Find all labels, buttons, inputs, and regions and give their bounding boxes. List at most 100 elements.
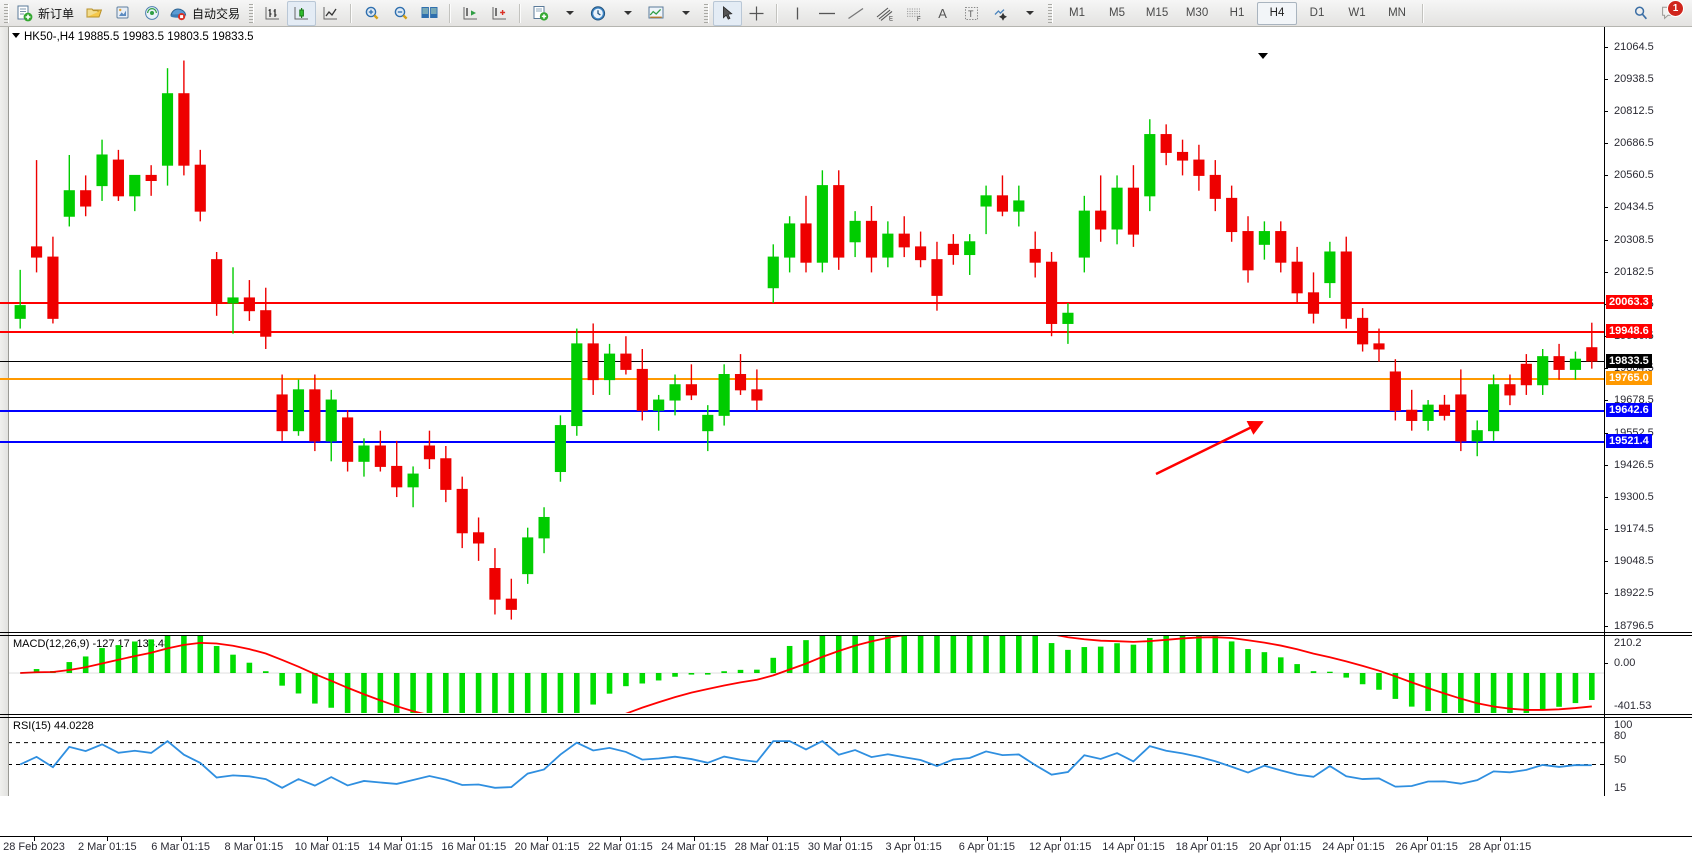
rsi-pane-rail[interactable] [0, 718, 9, 796]
rsi-tick-80: 80 [1614, 730, 1627, 742]
rsi-pane[interactable]: RSI(15) 44.0228 [8, 718, 1692, 796]
macd-pane-rail[interactable] [0, 636, 9, 713]
timeframe-mn[interactable]: MN [1388, 7, 1406, 19]
time-tick-label-12: 3 Apr 01:15 [885, 841, 942, 853]
toolbar-separator-5 [1422, 3, 1425, 23]
time-tick-mark-0 [34, 837, 35, 841]
toolbar-grip[interactable] [4, 3, 9, 23]
toolbar-grip-4[interactable] [1048, 3, 1054, 23]
price-tick-mark-17 [1604, 593, 1608, 595]
price-line-resistance-2[interactable] [0, 331, 1604, 334]
chart-area[interactable]: HK50-,H4 19885.5 19983.5 19803.5 19833.5… [0, 27, 1692, 859]
price-label-last-price[interactable]: 19833.5 [1606, 353, 1652, 368]
price-line-resistance-1[interactable] [0, 302, 1604, 305]
objects-icon [994, 8, 1008, 21]
line-chart-button[interactable] [316, 1, 345, 26]
time-tick-mark-5 [400, 837, 402, 841]
text-label-icon: T [965, 6, 979, 20]
auto-scroll-button[interactable] [456, 1, 485, 26]
time-tick-mark-15 [1133, 837, 1135, 841]
horizontal-line-button[interactable] [812, 1, 841, 26]
timeframe-m30[interactable]: M30 [1185, 7, 1209, 19]
chart-shift-icon [492, 6, 506, 19]
vertical-line-button[interactable] [783, 1, 812, 26]
alerts-button[interactable]: 1 [1655, 0, 1684, 26]
search-button[interactable] [1626, 1, 1655, 26]
indicators-dropdown[interactable] [671, 1, 700, 26]
chart-menu-caret-icon[interactable] [12, 33, 20, 38]
price-line-support-1[interactable] [0, 409, 1604, 412]
text-label-button[interactable]: T [957, 1, 986, 26]
auto-trading-button[interactable]: 自动交易 [166, 1, 245, 26]
price-line-pivot[interactable] [0, 378, 1604, 381]
price-tick-mark-6 [1604, 239, 1608, 241]
timeframe-m1[interactable]: M1 [1069, 7, 1086, 19]
text-icon: A [938, 5, 947, 21]
main-toolbar: 新订单 自动交易 [0, 0, 1692, 27]
price-label-support-2[interactable]: 19521.4 [1606, 433, 1652, 448]
time-tick-mark-13 [986, 837, 988, 841]
toolbar-grip-2[interactable] [249, 3, 255, 23]
timeframe-d1[interactable]: D1 [1309, 7, 1325, 19]
time-tick-mark-2 [180, 837, 182, 841]
time-tick-label-13: 6 Apr 01:15 [958, 841, 1016, 853]
objects-button[interactable] [986, 1, 1015, 26]
equidistant-channel-button[interactable]: E [870, 1, 899, 26]
price-label-resistance-2[interactable]: 19948.6 [1606, 324, 1652, 339]
auto-trading-label: 自动交易 [192, 6, 241, 21]
pane-divider-2b [0, 717, 1692, 718]
zoom-in-button[interactable] [357, 1, 386, 26]
svg-text:E: E [889, 16, 893, 21]
template-button[interactable] [526, 1, 555, 26]
template-dropdown[interactable] [555, 1, 584, 26]
price-tick-mark-15 [1604, 529, 1608, 531]
chevron-down-icon [623, 11, 632, 15]
period-button[interactable] [584, 1, 613, 26]
data-window-button[interactable] [415, 1, 444, 26]
text-button[interactable]: A [928, 1, 957, 26]
publish-button[interactable] [108, 1, 137, 26]
price-label-resistance-1[interactable]: 20063.3 [1606, 295, 1652, 310]
top-marker-caret-icon [1258, 53, 1268, 59]
up-arrow-annotation[interactable] [1150, 412, 1290, 482]
objects-dropdown[interactable] [1015, 1, 1044, 26]
new-order-button[interactable]: 新订单 [13, 1, 79, 26]
crosshair-button[interactable] [742, 1, 771, 26]
timeframe-h1[interactable]: H1 [1229, 7, 1245, 19]
indicators-button[interactable] [642, 1, 671, 26]
price-tick-mark-2 [1604, 110, 1608, 112]
toolbar-grip-3[interactable] [704, 3, 710, 23]
price-label-support-1[interactable]: 19642.6 [1606, 402, 1652, 417]
trendline-button[interactable] [841, 1, 870, 26]
pane-divider-2[interactable] [0, 714, 1692, 715]
price-tick-mark-4 [1604, 175, 1608, 177]
time-tick-label-20: 28 Apr 01:15 [1468, 841, 1532, 853]
price-tick-mark-3 [1604, 143, 1608, 145]
rsi-axis-line [1604, 718, 1605, 796]
macd-pane[interactable]: MACD(12,26,9) -127.17 -138.48 [8, 636, 1692, 713]
timeframe-m15[interactable]: M15 [1145, 7, 1169, 19]
price-line-last-price[interactable] [0, 360, 1604, 362]
price-line-support-2[interactable] [0, 440, 1604, 443]
price-tick-label-1: 20938.5 [1614, 72, 1654, 85]
time-tick-mark-9 [693, 837, 695, 841]
rsi-tick-15: 15 [1614, 782, 1627, 794]
timeframe-h4[interactable]: H4 [1257, 1, 1298, 25]
price-tick-mark-7 [1604, 271, 1608, 273]
bar-chart-button[interactable] [258, 1, 287, 26]
cursor-button[interactable] [713, 0, 743, 26]
chart-shift-button[interactable] [485, 1, 514, 26]
zoom-out-button[interactable] [386, 1, 415, 26]
time-tick-label-4: 10 Mar 01:15 [294, 841, 360, 853]
price-label-pivot[interactable]: 19765.0 [1606, 371, 1652, 386]
folder-button[interactable] [79, 1, 108, 26]
time-axis[interactable]: 28 Feb 2023 2 Mar 01:15 6 Mar 01:15 8 Mar 0… [0, 836, 1692, 859]
pane-divider-1[interactable] [0, 632, 1692, 633]
period-dropdown[interactable] [613, 1, 642, 26]
fibonacci-button[interactable]: F [899, 1, 928, 26]
timeframe-w1[interactable]: W1 [1348, 7, 1366, 19]
signals-button[interactable] [137, 1, 166, 26]
zoom-in-icon [365, 6, 378, 19]
candlestick-chart-button[interactable] [287, 0, 317, 26]
timeframe-m5[interactable]: M5 [1109, 7, 1126, 19]
